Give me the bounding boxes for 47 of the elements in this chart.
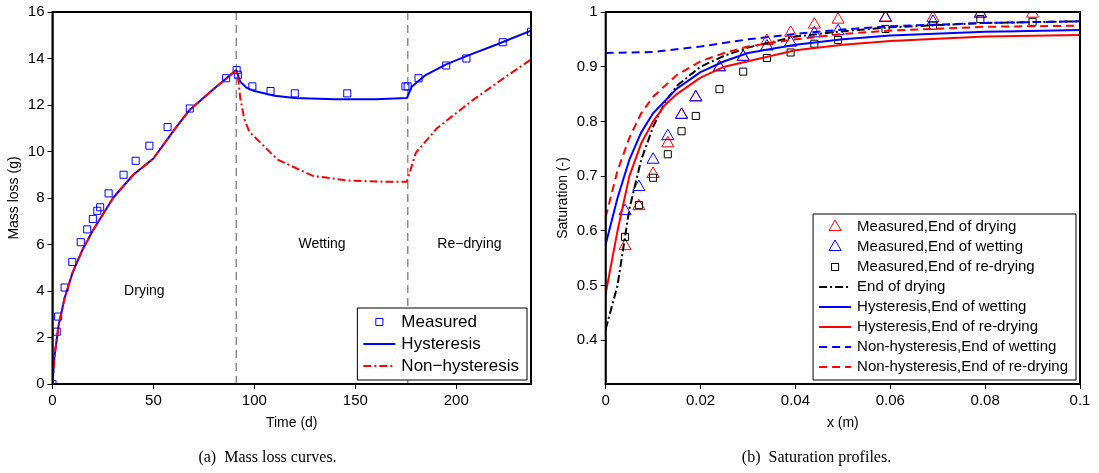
x-tick-label: 150 [342, 391, 368, 409]
y-tick-label: 2 [36, 327, 45, 345]
legend-label: Non-hysteresis,End of re-drying [857, 357, 1069, 375]
text: (a) Mass loss curves. [198, 447, 337, 466]
legend-label: Non-hysteresis,End of wetting [857, 337, 1057, 355]
legend-label: Hysteresis [401, 333, 481, 353]
annotation: Re−drying [437, 235, 502, 252]
y-tick-label: 0.6 [576, 220, 598, 238]
x-tick-label: 0.1 [1069, 391, 1091, 409]
legend-label: Measured,End of re-drying [857, 257, 1035, 275]
y-tick-label: 14 [27, 48, 45, 66]
x-axis-title: Time (d) [265, 414, 318, 431]
x-tick-label: 200 [443, 391, 469, 409]
y-tick-label: 0.9 [576, 56, 598, 74]
legend-label: Measured,End of wetting [857, 237, 1024, 255]
y-tick-label: 1 [589, 2, 598, 20]
legend-label: End of drying [857, 277, 946, 295]
annotation: Drying [124, 281, 165, 298]
y-tick-label: 0.7 [576, 166, 598, 184]
legend-label: Non−hysteresis [401, 355, 519, 375]
y-tick-label: 0.8 [576, 111, 598, 129]
y-tick-label: 0 [36, 374, 45, 392]
x-tick-label: 0.08 [970, 391, 1000, 409]
legend-label: Measured [401, 311, 477, 331]
legend-label: Hysteresis,End of re-drying [857, 317, 1038, 335]
text: (b) Saturation profiles. [741, 447, 892, 466]
x-tick-label: 0.02 [685, 391, 716, 409]
y-tick-label: 16 [27, 2, 45, 20]
y-axis-title: Mass loss (g) [5, 156, 22, 240]
x-tick-label: 100 [241, 391, 267, 409]
y-tick-label: 0.4 [576, 330, 598, 348]
x-tick-label: 0.06 [875, 391, 905, 409]
y-tick-label: 8 [36, 188, 45, 206]
y-axis-title: Saturation (-) [554, 157, 571, 239]
x-axis-title: x (m) [826, 414, 859, 431]
x-tick-label: 0 [601, 391, 610, 409]
y-tick-label: 10 [27, 141, 45, 159]
x-tick-label: 0.04 [780, 391, 810, 409]
legend-label: Measured,End of drying [857, 217, 1017, 235]
annotation: Wetting [298, 235, 346, 252]
y-tick-label: 0.5 [576, 275, 598, 293]
y-tick-label: 6 [36, 234, 45, 252]
legend-label: Hysteresis,End of wetting [857, 297, 1027, 315]
y-tick-label: 4 [36, 281, 45, 299]
x-tick-label: 50 [145, 391, 162, 409]
y-tick-label: 12 [27, 95, 45, 113]
x-tick-label: 0 [48, 391, 57, 409]
